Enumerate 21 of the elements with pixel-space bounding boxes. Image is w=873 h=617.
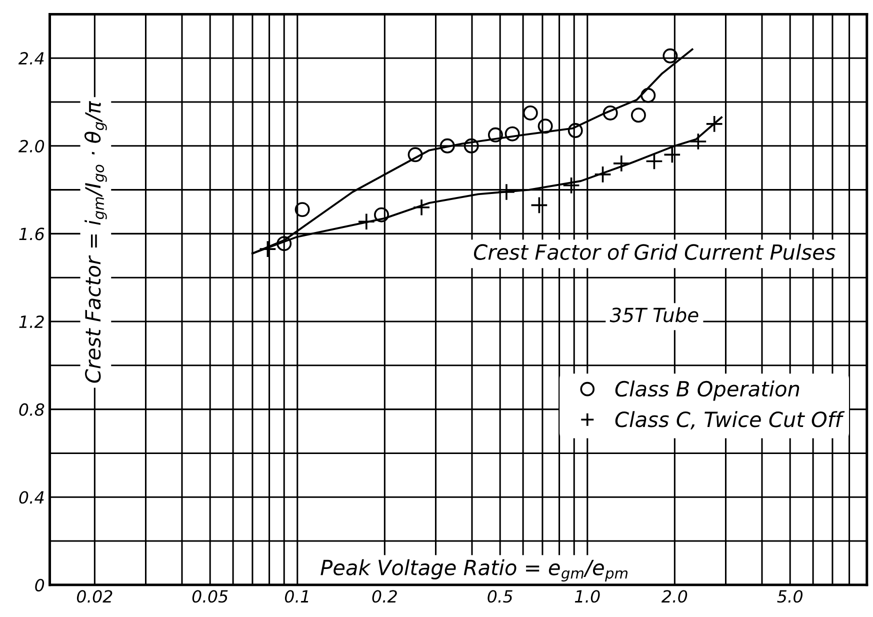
y-tick-label: 0.8 (19, 403, 44, 416)
x-tick-label: 0.5 (488, 590, 512, 603)
x-tick-label: 0.1 (284, 590, 308, 603)
y-tick-label: 1.6 (19, 228, 44, 240)
y-axis-title: Crest Factor = i$_{gm}$/I$_{go}$ · θ$_{g}$/π (84, 101, 107, 383)
x-axis-title: Peak Voltage Ratio = e$_{gm}$/e$_{pm}$ (320, 559, 628, 582)
x-tick-label: 0.02 (76, 590, 112, 603)
x-tick-label: 0.2 (372, 590, 397, 603)
y-tick-label: 2.4 (18, 52, 44, 64)
x-tick-label: 1.0 (574, 590, 600, 603)
y-tick-label: 0 (35, 578, 44, 592)
text: 35T Tube (610, 307, 698, 322)
x-tick-label: 5.0 (777, 590, 803, 603)
x-tick-label: 0.05 (192, 590, 228, 603)
y-tick-label: 1.2 (19, 315, 44, 328)
text: Crest Factor of Grid Current Pulses (474, 244, 836, 260)
legend-label: Class C, Twice Cut Off (615, 411, 845, 430)
legend-label: Class B Operation (615, 380, 800, 401)
y-tick-label: 0.4 (19, 491, 44, 504)
x-tick-label: 2.0 (662, 590, 688, 603)
y-tick-label: 2.0 (18, 140, 44, 152)
